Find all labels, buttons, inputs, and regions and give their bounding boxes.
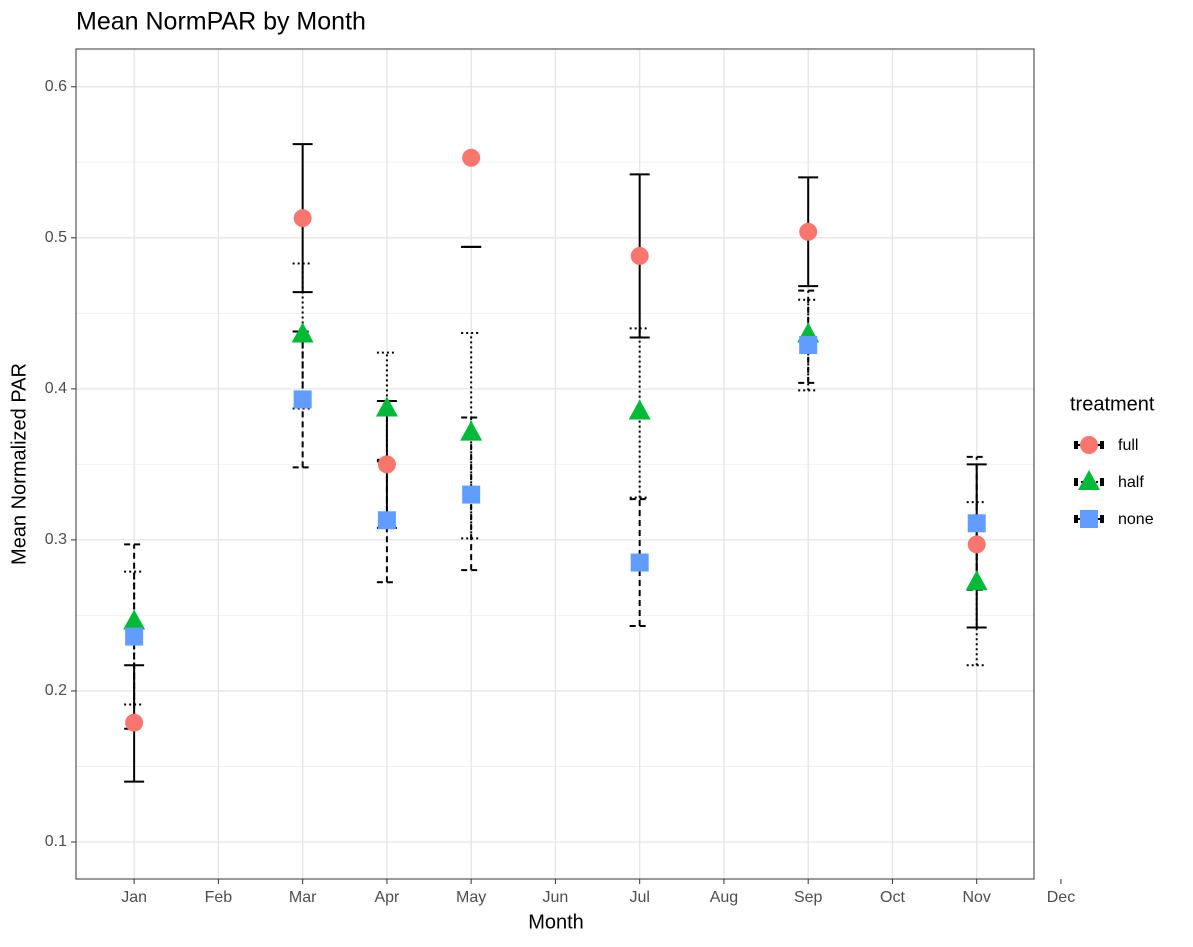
point	[293, 390, 312, 409]
x-tick-label: Feb	[205, 889, 233, 906]
x-tick-label: Dec	[1047, 889, 1075, 906]
point	[377, 511, 396, 530]
legend-label: full	[1118, 437, 1138, 454]
point	[125, 713, 144, 732]
x-tick-label: Jan	[121, 889, 147, 906]
legend-key	[1080, 510, 1098, 528]
chart-title: Mean NormPAR by Month	[76, 8, 366, 36]
point	[965, 570, 988, 591]
axes: 0.1 0.2 0.3 0.4 0.5 0.6 Jan Feb Mar Apr May Jun Jul A…	[45, 78, 1075, 906]
x-tick-label: Jun	[543, 889, 569, 906]
marks	[123, 143, 988, 783]
point	[293, 209, 312, 228]
legend-key	[1080, 436, 1098, 454]
point	[460, 420, 483, 441]
point	[630, 246, 649, 265]
point	[123, 609, 146, 630]
legend: full half none	[1074, 436, 1154, 528]
point	[462, 485, 481, 504]
y-axis-title: Mean Normalized PAR	[8, 363, 30, 565]
y-tick-label: 0.3	[45, 531, 67, 548]
legend-key	[1078, 470, 1100, 490]
point	[799, 336, 818, 355]
point	[125, 627, 144, 646]
y-tick-label: 0.5	[45, 229, 67, 246]
point	[291, 322, 314, 343]
x-tick-label: Apr	[374, 889, 400, 906]
legend-label: none	[1118, 511, 1154, 528]
x-tick-label: May	[456, 889, 486, 906]
x-tick-label: Jul	[629, 889, 649, 906]
x-tick-label: Nov	[962, 889, 990, 906]
y-tick-label: 0.1	[45, 833, 67, 850]
x-tick-label: Sep	[794, 889, 823, 906]
x-tick-label: Mar	[289, 889, 317, 906]
y-tick-label: 0.2	[45, 682, 67, 699]
y-tick-label: 0.6	[45, 78, 67, 95]
x-axis-title: Month	[528, 911, 584, 933]
point	[375, 396, 398, 417]
point	[630, 553, 649, 572]
point	[799, 222, 818, 241]
legend-label: half	[1118, 474, 1144, 491]
x-tick-label: Oct	[880, 889, 905, 906]
point	[377, 455, 396, 474]
legend-title: treatment	[1070, 393, 1155, 415]
point	[967, 514, 986, 533]
y-tick-label: 0.4	[45, 380, 67, 397]
point	[628, 399, 651, 420]
point	[462, 148, 481, 167]
x-tick-label: Aug	[710, 889, 738, 906]
point	[967, 535, 986, 554]
